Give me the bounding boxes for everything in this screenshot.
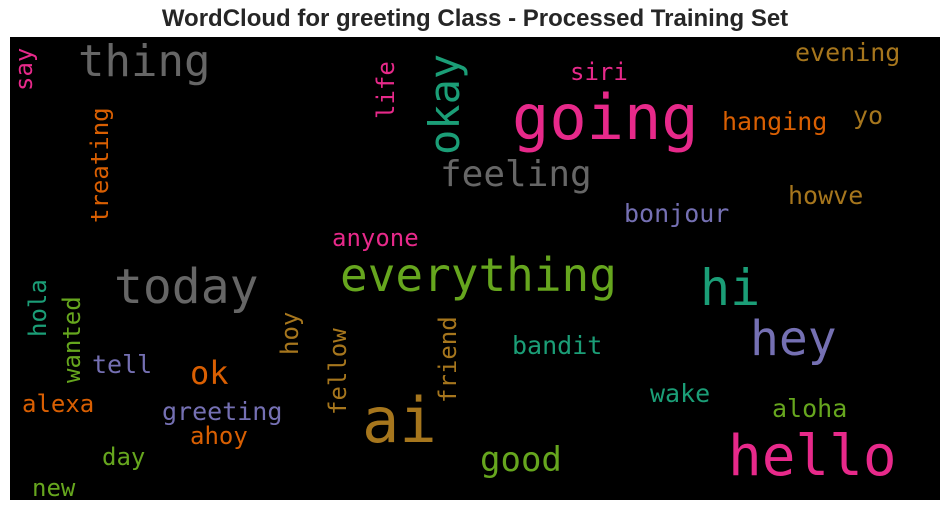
word-feeling: feeling [440,154,592,195]
word-siri: siri [570,58,628,86]
word-going: going [512,81,699,154]
word-hey: hey [750,311,837,367]
word-life: life [372,61,400,119]
word-howve: howve [788,181,864,210]
word-okay: okay [420,53,469,155]
word-new: new [32,474,76,500]
word-wake: wake [650,379,711,408]
word-thing: thing [78,37,211,87]
word-hi: hi [700,259,761,317]
word-ahoy: ahoy [190,422,248,450]
word-anyone: anyone [332,224,419,252]
word-everything: everything [340,248,617,302]
word-greeting: greeting [162,397,283,426]
word-bonjour: bonjour [624,199,730,228]
word-hello: hello [728,424,897,489]
word-wanted: wanted [58,296,86,383]
word-fellow: fellow [324,328,352,415]
chart-title: WordCloud for greeting Class - Processed… [161,5,789,32]
word-tell: tell [92,350,153,379]
word-good: good [480,440,562,480]
word-today: today [114,259,259,315]
word-hola: hola [24,279,52,337]
word-yo: yo [853,101,884,130]
word-hoy: hoy [276,311,304,355]
word-hanging: hanging [722,107,828,136]
word-friend: friend [434,316,462,403]
word-alexa: alexa [22,390,95,418]
word-ok: ok [190,354,229,392]
wordcloud-canvas: going ai hello hi hey today everything thing oka… [10,37,940,500]
word-say: say [10,47,38,91]
word-day: day [102,443,146,471]
word-treating: treating [86,107,114,223]
word-ai: ai [362,384,437,457]
word-aloha: aloha [772,394,848,423]
word-bandit: bandit [512,331,603,360]
word-evening: evening [795,38,901,67]
